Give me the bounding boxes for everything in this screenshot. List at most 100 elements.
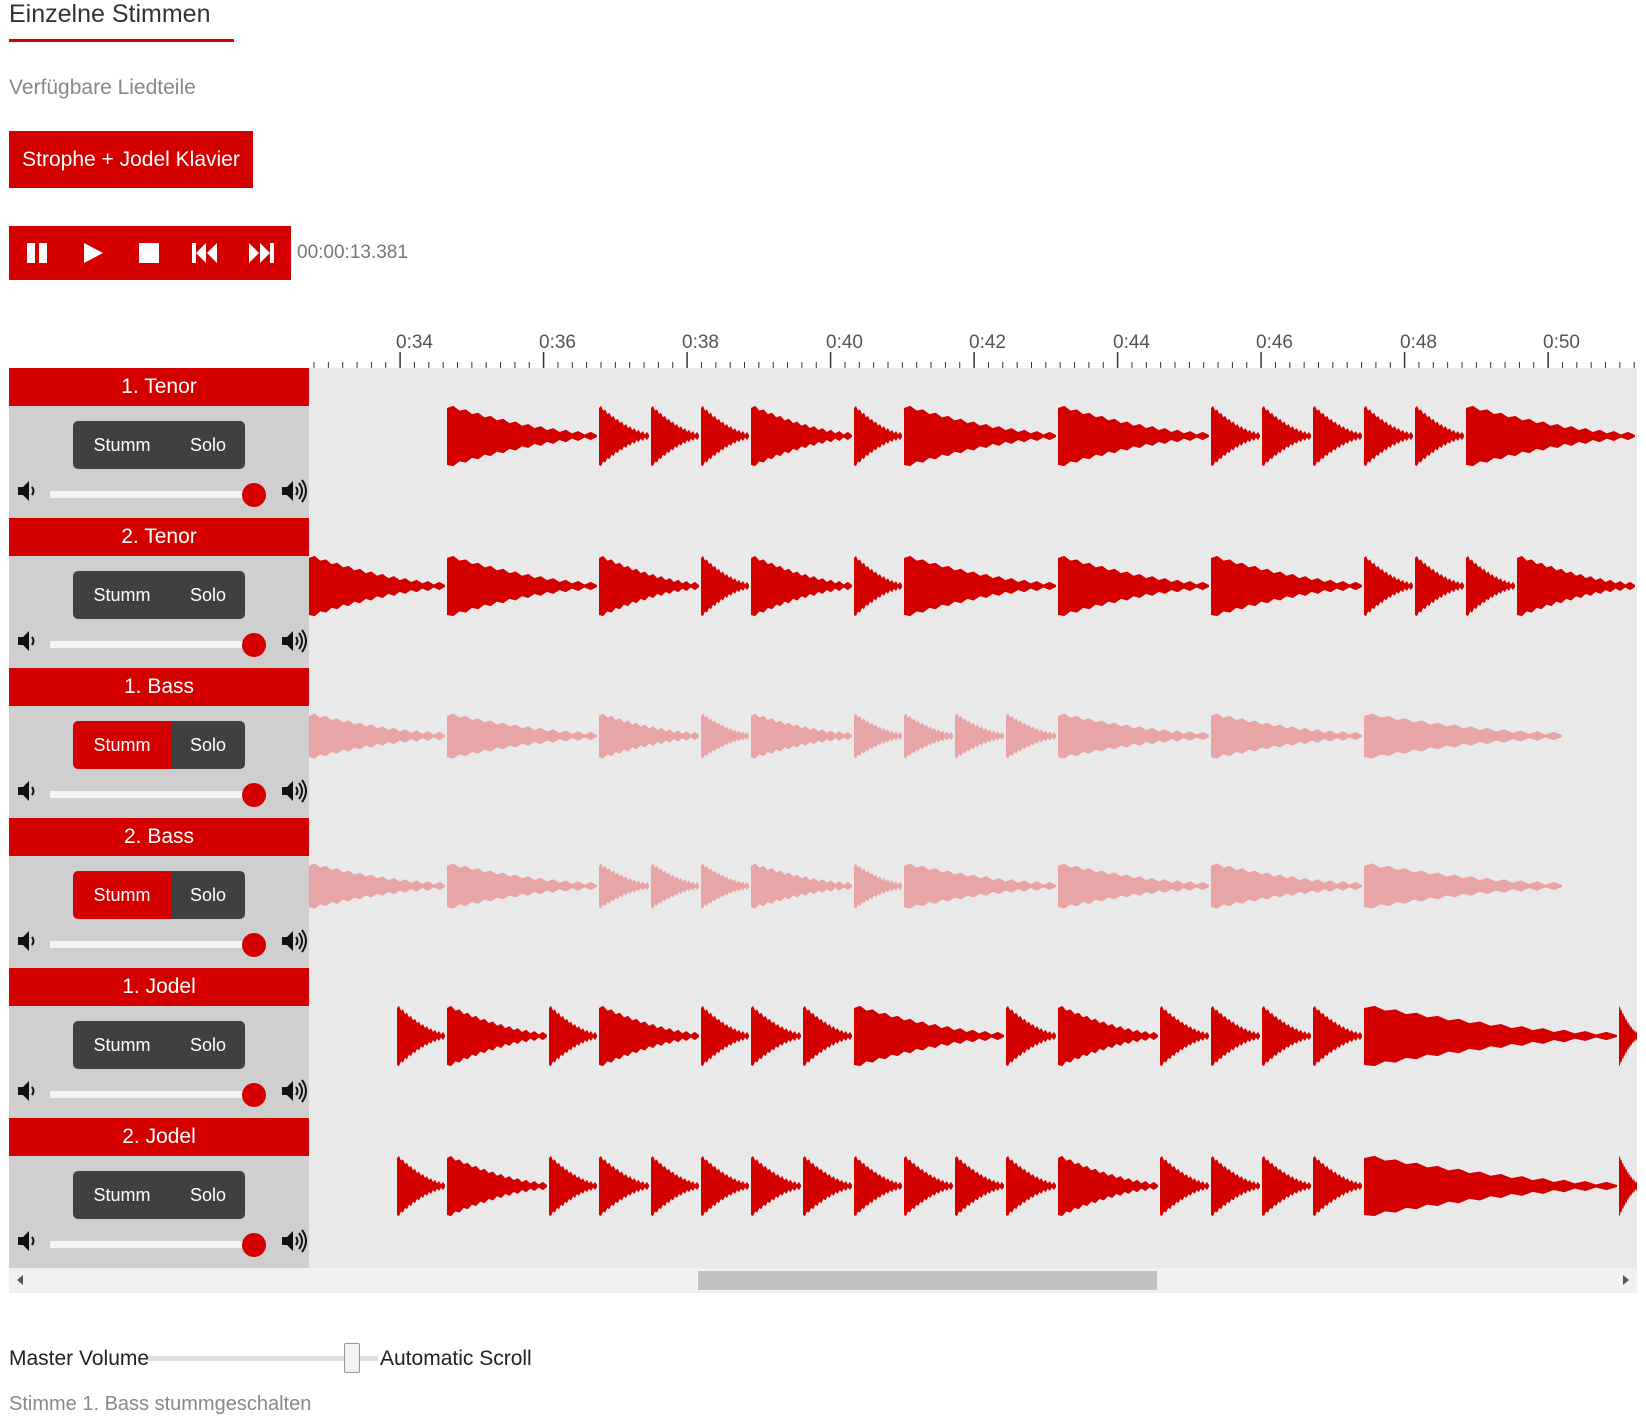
waveform-note	[803, 1155, 852, 1217]
track: 1. Tenor Stumm Solo	[9, 368, 1637, 518]
waveform-note	[1058, 1005, 1158, 1067]
pause-button[interactable]	[9, 226, 65, 280]
waveform-note	[1313, 405, 1362, 467]
mute-button[interactable]: Stumm	[73, 721, 171, 769]
time-label: 0:36	[539, 332, 576, 353]
waveform[interactable]	[309, 668, 1637, 818]
volume-slider-thumb[interactable]	[242, 1233, 266, 1257]
waveform-note	[1364, 1155, 1617, 1217]
solo-button[interactable]: Solo	[171, 571, 245, 619]
waveform[interactable]	[309, 1118, 1637, 1268]
master-volume-slider[interactable]	[148, 1356, 378, 1361]
waveform-note	[1364, 1005, 1617, 1067]
waveform-note	[1415, 405, 1464, 467]
volume-slider[interactable]	[50, 1091, 260, 1098]
waveform-note	[599, 1005, 699, 1067]
time-label: 0:46	[1256, 332, 1293, 353]
solo-button[interactable]: Solo	[171, 1171, 245, 1219]
volume-low-icon[interactable]	[17, 1228, 39, 1254]
scroll-right-icon[interactable]	[1623, 1275, 1629, 1285]
volume-slider[interactable]	[50, 491, 260, 498]
scroll-left-icon[interactable]	[17, 1275, 23, 1285]
waveform-note	[1364, 555, 1413, 617]
solo-button[interactable]: Solo	[171, 871, 245, 919]
solo-button[interactable]: Solo	[171, 1021, 245, 1069]
volume-slider[interactable]	[50, 791, 260, 798]
mute-button[interactable]: Stumm	[73, 1021, 171, 1069]
waveform-note	[549, 1155, 597, 1217]
volume-low-icon[interactable]	[17, 1078, 39, 1104]
volume-high-icon[interactable]	[281, 1228, 309, 1254]
volume-low-icon[interactable]	[17, 478, 39, 504]
mute-button[interactable]: Stumm	[73, 1171, 171, 1219]
waveform-note	[599, 863, 649, 909]
mute-button[interactable]: Stumm	[73, 421, 171, 469]
volume-low-icon[interactable]	[17, 928, 39, 954]
waveform-note	[1211, 863, 1362, 909]
mute-solo-group: Stumm Solo	[73, 721, 245, 769]
volume-slider-thumb[interactable]	[242, 933, 266, 957]
mute-solo-group: Stumm Solo	[73, 1021, 245, 1069]
tracks-area: 1. Tenor Stumm Solo 2. Tenor Stumm Solo	[9, 368, 1637, 1268]
song-part-button[interactable]: Strophe + Jodel Klavier	[9, 131, 253, 188]
waveform-note	[1619, 1005, 1637, 1067]
volume-slider[interactable]	[50, 941, 260, 948]
volume-slider-thumb[interactable]	[242, 783, 266, 807]
waveform-note	[447, 555, 597, 617]
page-title: Einzelne Stimmen	[9, 0, 234, 42]
waveform-note	[701, 555, 749, 617]
volume-high-icon[interactable]	[281, 478, 309, 504]
volume-high-icon[interactable]	[281, 778, 309, 804]
volume-high-icon[interactable]	[281, 628, 309, 654]
volume-slider-thumb[interactable]	[242, 1083, 266, 1107]
skip-forward-button[interactable]	[233, 226, 289, 280]
automatic-scroll-label[interactable]: Automatic Scroll	[380, 1347, 532, 1370]
track-name: 2. Jodel	[9, 1118, 309, 1156]
time-label: 0:42	[969, 332, 1006, 353]
volume-low-icon[interactable]	[17, 778, 39, 804]
waveform-note	[854, 1005, 1004, 1067]
waveform-note	[701, 713, 749, 759]
track: 1. Jodel Stumm Solo	[9, 968, 1637, 1118]
time-label: 0:44	[1113, 332, 1150, 353]
mute-button[interactable]: Stumm	[73, 571, 171, 619]
waveform[interactable]	[309, 818, 1637, 968]
volume-high-icon[interactable]	[281, 1078, 309, 1104]
waveform-note	[549, 1005, 597, 1067]
waveform-note	[955, 1155, 1004, 1217]
volume-slider-thumb[interactable]	[242, 483, 266, 507]
playback-time: 00:00:13.381	[297, 242, 408, 263]
solo-button[interactable]: Solo	[171, 721, 245, 769]
waveform-note	[1006, 1155, 1056, 1217]
track-volume	[17, 928, 309, 957]
track-name: 1. Jodel	[9, 968, 309, 1006]
waveform[interactable]	[309, 968, 1637, 1118]
volume-low-icon[interactable]	[17, 628, 39, 654]
stop-button[interactable]	[121, 226, 177, 280]
waveform-note	[751, 863, 852, 909]
skip-back-button[interactable]	[177, 226, 233, 280]
horizontal-scrollbar[interactable]	[9, 1268, 1637, 1293]
volume-high-icon[interactable]	[281, 928, 309, 954]
timeline-ticks	[313, 352, 1635, 368]
waveform-note	[651, 1155, 699, 1217]
waveform-note	[397, 1005, 445, 1067]
volume-slider[interactable]	[50, 1241, 260, 1248]
waveform-note	[1058, 405, 1209, 467]
solo-button[interactable]: Solo	[171, 421, 245, 469]
waveform-note	[854, 713, 902, 759]
master-volume-thumb[interactable]	[344, 1343, 360, 1373]
waveform[interactable]	[309, 518, 1637, 668]
volume-slider-thumb[interactable]	[242, 633, 266, 657]
waveform-note	[904, 713, 953, 759]
waveform-note	[1313, 1005, 1362, 1067]
mute-button[interactable]: Stumm	[73, 871, 171, 919]
volume-slider[interactable]	[50, 641, 260, 648]
waveform-note	[599, 405, 649, 467]
waveform-note	[1415, 555, 1464, 617]
scrollbar-thumb[interactable]	[698, 1271, 1157, 1290]
play-button[interactable]	[65, 226, 121, 280]
waveform-note	[854, 1155, 902, 1217]
waveform-note	[651, 863, 699, 909]
waveform[interactable]	[309, 368, 1637, 518]
